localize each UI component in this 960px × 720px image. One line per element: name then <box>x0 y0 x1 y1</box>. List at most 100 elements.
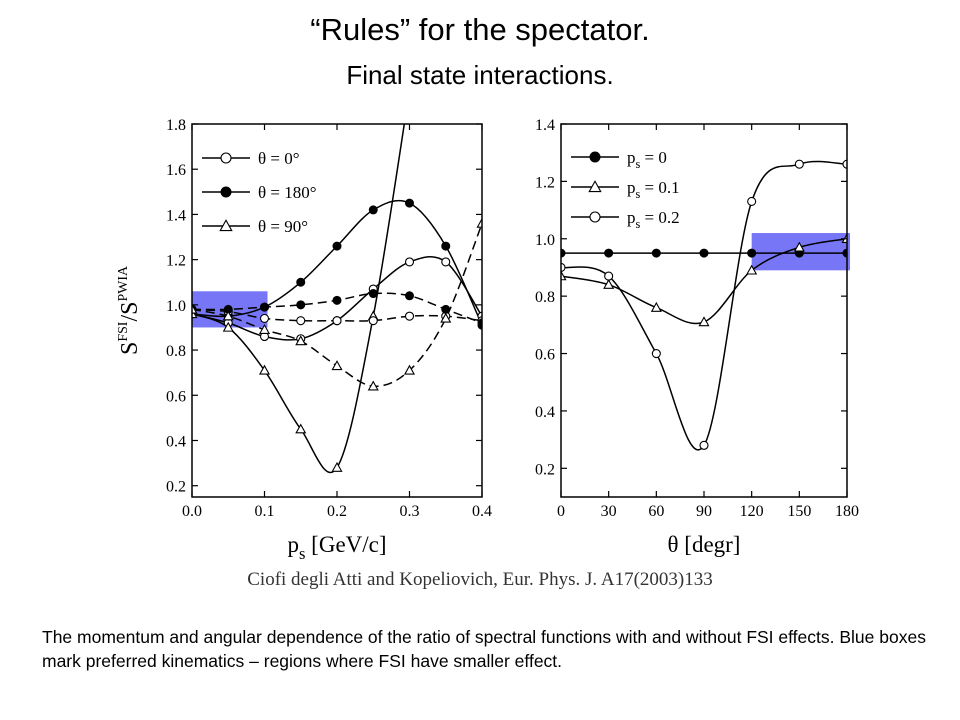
y-tick-label: 0.6 <box>166 388 186 405</box>
data-point <box>331 360 343 371</box>
data-point <box>603 278 615 289</box>
data-point <box>794 159 804 169</box>
x-tick-label: 150 <box>787 503 811 520</box>
series-group <box>192 124 482 474</box>
legend: ps = 0 ps = 0.1 ps = 0.2 <box>571 148 680 231</box>
data-point <box>222 321 234 332</box>
data-point <box>192 303 198 314</box>
data-point <box>651 348 661 359</box>
data-point <box>258 364 271 375</box>
legend-marker <box>220 186 232 198</box>
y-tick-label: 1.0 <box>166 298 186 315</box>
data-point <box>331 461 343 472</box>
data-point <box>332 295 342 305</box>
y-tick-label: 1.2 <box>166 253 186 270</box>
data-point <box>561 248 566 258</box>
data-point <box>441 304 451 314</box>
data-point <box>368 316 378 326</box>
series-group <box>561 159 847 451</box>
x-tick-label: 120 <box>740 503 764 520</box>
data-point <box>332 241 342 251</box>
x-tick-label: 0.0 <box>182 503 202 520</box>
slide-title: “Rules” for the spectator. <box>310 12 650 47</box>
data-point <box>651 248 661 258</box>
y-tick-label: 0.8 <box>535 289 555 306</box>
legend-marker <box>589 211 601 223</box>
data-point <box>367 380 379 391</box>
legend-entry: ps = 0.1 <box>627 178 680 201</box>
data-point <box>296 277 306 287</box>
series-line-3 <box>561 160 847 451</box>
data-point <box>476 217 482 228</box>
data-point <box>368 289 378 299</box>
x-tick-label: 0.1 <box>255 503 275 520</box>
legend-entry: θ = 0° <box>258 149 300 168</box>
y-tick-label: 0.2 <box>166 479 186 496</box>
data-point <box>259 313 270 323</box>
data-point <box>441 241 451 251</box>
data-point <box>258 323 271 334</box>
data-point <box>296 316 306 326</box>
y-tick-label: 0.8 <box>166 343 186 360</box>
data-point <box>260 302 269 312</box>
x-tick-label: 0.2 <box>327 503 347 520</box>
y-tick-label: 1.0 <box>535 232 555 249</box>
data-point <box>698 316 710 327</box>
caption: The momentum and angular dependence of t… <box>42 627 926 671</box>
data-point <box>842 248 847 258</box>
x-tick-label: 0.3 <box>400 503 420 520</box>
data-point <box>747 196 757 207</box>
x-axis-label: θ [degr] <box>668 532 741 557</box>
data-point <box>561 270 567 281</box>
legend-entry: θ = 180° <box>258 183 317 202</box>
data-point <box>747 248 757 258</box>
data-point <box>295 423 307 434</box>
data-point <box>405 198 414 208</box>
y-tick-label: 0.2 <box>535 461 555 478</box>
data-point <box>793 241 805 252</box>
y-tick-label: 0.6 <box>535 347 555 364</box>
data-point <box>368 205 378 215</box>
x-tick-label: 30 <box>601 503 617 520</box>
x-tick-label: 180 <box>835 503 859 520</box>
chart-1: 0.0 0.1 0.2 0.3 0.4 0.2 0.4 0.6 0.8 1.0 1.2 1.4 1.6 1… <box>116 117 492 563</box>
series-line-3 <box>192 124 406 474</box>
legend-marker <box>220 152 232 164</box>
y-axis-label: SFSI/SPWIA <box>116 266 143 355</box>
x-tick-label: 0.4 <box>472 503 492 520</box>
slide-subtitle: Final state interactions. <box>346 60 614 90</box>
citation: Ciofi degli Atti and Kopeliovich, Eur. P… <box>247 569 713 590</box>
legend-marker <box>589 151 601 163</box>
legend-entry: θ = 90° <box>258 217 308 236</box>
data-point <box>296 300 306 310</box>
data-point <box>403 364 416 375</box>
data-point <box>746 264 758 275</box>
data-point <box>441 257 451 267</box>
data-point <box>699 248 709 258</box>
y-tick-label: 1.4 <box>166 207 186 224</box>
data-point <box>477 318 482 328</box>
data-point <box>561 262 566 273</box>
data-point <box>440 312 452 323</box>
legend: θ = 0° θ = 180° θ = 90° <box>202 149 317 236</box>
y-tick-label: 0.4 <box>166 433 186 450</box>
y-tick-label: 1.6 <box>166 162 186 179</box>
data-point <box>404 257 415 267</box>
x-tick-label: 0 <box>557 503 565 520</box>
y-tick-label: 1.2 <box>535 174 555 191</box>
data-point <box>222 310 234 321</box>
chart-2: 0 30 60 90 120 150 180 0.2 0.4 0.6 0.8 1.0 1.2 1.4 θ [… <box>535 117 859 557</box>
data-point <box>842 159 847 169</box>
y-tick-label: 1.4 <box>535 117 555 134</box>
data-point <box>332 316 342 326</box>
y-tick-label: 1.8 <box>166 117 186 134</box>
legend-marker <box>219 219 233 232</box>
data-point <box>604 271 614 281</box>
legend-entry: ps = 0.2 <box>627 208 680 231</box>
x-tick-label: 90 <box>696 503 712 520</box>
legend-marker <box>588 180 602 193</box>
data-point <box>405 291 414 301</box>
x-axis-label: ps [GeV/c] <box>287 532 386 563</box>
x-tick-label: 60 <box>648 503 664 520</box>
